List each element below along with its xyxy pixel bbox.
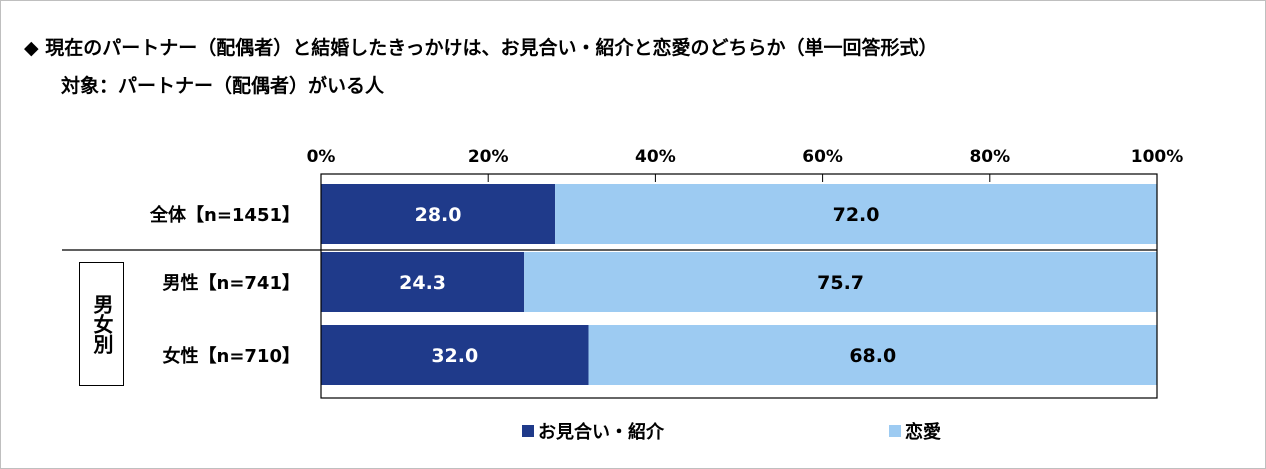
bar-renai — [588, 325, 1157, 385]
legend-item-omiai: お見合い・紹介 — [522, 419, 664, 443]
category-label: 全体【n=1451】 — [149, 204, 300, 226]
legend-swatch-omiai — [522, 425, 534, 437]
data-label: 72.0 — [833, 204, 880, 226]
legend-label-omiai: お見合い・紹介 — [538, 422, 664, 443]
chart-subtitle: 対象：パートナー（配偶者）がいる人 — [61, 75, 385, 97]
plot-area-border — [320, 173, 1158, 399]
data-label: 75.7 — [817, 272, 864, 294]
x-tick-label: 80% — [969, 147, 1010, 167]
data-label: 28.0 — [415, 204, 462, 226]
legend-item-renai: 恋愛 — [889, 419, 941, 443]
bar-omiai — [321, 325, 589, 385]
x-tick-label: 0% — [307, 147, 336, 167]
category-label: 男性【n=741】 — [163, 272, 300, 294]
data-label: 68.0 — [849, 345, 896, 367]
x-tick-label: 40% — [635, 147, 676, 167]
x-tick-label: 100% — [1131, 147, 1184, 167]
x-tick-label: 20% — [468, 147, 509, 167]
data-label: 32.0 — [431, 345, 478, 367]
x-tick-label: 60% — [802, 147, 843, 167]
bar-renai — [524, 252, 1157, 312]
bar-renai — [555, 184, 1157, 244]
chart-title: ◆ 現在のパートナー（配偶者）と結婚したきっかけは、お見合い・紹介と恋愛のどちら… — [24, 37, 938, 59]
legend-swatch-renai — [889, 425, 901, 437]
data-label: 24.3 — [399, 272, 446, 294]
bar-omiai — [321, 252, 525, 312]
category-label: 女性【n=710】 — [163, 345, 300, 367]
legend-label-renai: 恋愛 — [905, 422, 941, 443]
gender-group-label: 男女別 — [79, 262, 124, 386]
bar-omiai — [321, 184, 556, 244]
